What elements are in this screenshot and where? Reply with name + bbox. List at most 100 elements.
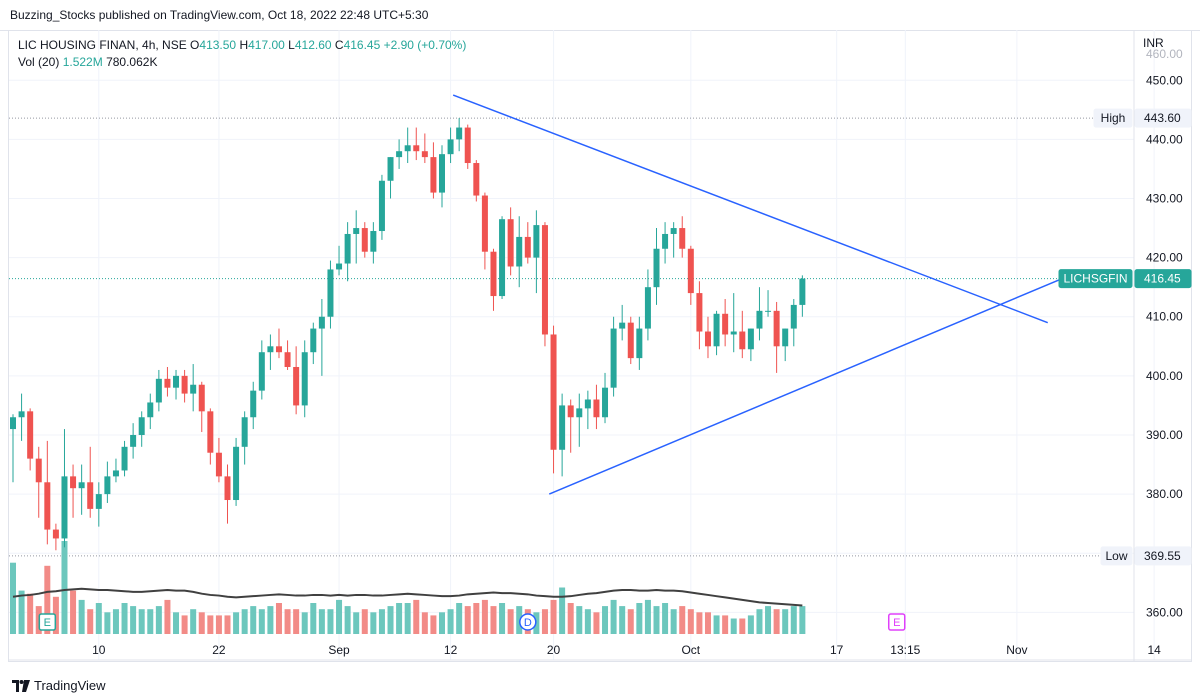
volume-bar	[215, 615, 222, 634]
volume-bar	[318, 609, 325, 634]
symbol-name: LIC HOUSING FINAN, 4h, NSE	[18, 38, 187, 52]
candle-body	[696, 293, 703, 332]
x-tick-label: 13:15	[890, 643, 920, 657]
x-tick-label: 20	[547, 643, 561, 657]
candle-body	[10, 417, 16, 430]
candle-body	[782, 328, 789, 347]
volume-bar	[687, 609, 694, 634]
candle-body	[267, 346, 274, 353]
symbol-legend: LIC HOUSING FINAN, 4h, NSE O413.50 H417.…	[18, 37, 466, 71]
candle-body	[173, 375, 180, 388]
volume-bar	[670, 609, 677, 634]
candle-body	[481, 195, 488, 252]
last-price-label-value-box	[1134, 269, 1192, 289]
candle-body	[396, 151, 403, 158]
currency-label: INR	[1143, 36, 1164, 50]
volume-bar	[481, 599, 488, 634]
candle-body	[644, 287, 651, 329]
candle-body	[275, 346, 282, 353]
candle-body	[541, 225, 548, 335]
candle-body	[756, 310, 763, 329]
volume-bar	[773, 609, 780, 634]
event-marker: D	[519, 613, 537, 631]
candle-body	[241, 417, 248, 447]
volume-bar	[250, 606, 257, 634]
event-marker-label: D	[524, 617, 532, 629]
volume-bar	[576, 606, 583, 634]
candle-body	[653, 248, 660, 288]
candle-body	[507, 219, 514, 267]
y-tick-label: 460.00	[1146, 47, 1183, 61]
low-label-tag	[1100, 546, 1133, 566]
candle-body	[344, 233, 351, 264]
volume-bar	[387, 606, 394, 634]
volume-bar	[198, 612, 205, 634]
candle-body	[70, 476, 77, 489]
candle-body	[378, 180, 385, 232]
volume-ma-value: 780.062K	[106, 55, 158, 69]
volume-bar	[782, 609, 789, 634]
candle-body	[95, 494, 102, 509]
volume-row: Vol (20) 1.522M 780.062K	[18, 54, 466, 71]
trendlines	[452, 94, 1078, 495]
candle-body	[584, 399, 591, 409]
volume-bar	[790, 606, 797, 634]
volume-bar	[130, 606, 137, 634]
y-tick-label: 450.00	[1146, 73, 1183, 87]
volume-bar	[644, 599, 651, 634]
y-tick-label: 410.00	[1146, 310, 1183, 324]
chart-frame	[8, 30, 1192, 662]
candle-body	[190, 384, 197, 394]
volume-bar	[456, 603, 463, 634]
y-tick-label: 380.00	[1146, 487, 1183, 501]
candle-body	[619, 322, 626, 329]
candle-body	[765, 310, 772, 312]
x-tick-label: 10	[92, 643, 106, 657]
footer: TradingView	[0, 668, 1200, 699]
candle-body	[52, 529, 59, 539]
price-labels: High 443.60 Low 369.55 LICHSGFIN 416.45	[1058, 108, 1192, 566]
volume-bar	[87, 609, 94, 634]
event-marker: E	[38, 613, 57, 631]
candle-body	[473, 163, 480, 196]
high-label-tag	[1093, 108, 1133, 128]
volume-ma	[12, 587, 803, 607]
candle-body	[790, 304, 797, 329]
candle-body	[799, 278, 806, 305]
volume-bar	[447, 609, 454, 634]
candle-body	[713, 313, 720, 347]
candle-body	[44, 482, 51, 530]
earnings-marker-icon	[887, 613, 906, 631]
volume-bar	[293, 609, 300, 634]
volume-bar	[267, 606, 274, 634]
volume-bar	[421, 612, 428, 634]
candle-body	[636, 328, 643, 359]
open-value: 413.50	[199, 38, 237, 52]
volume-bar	[233, 612, 240, 634]
high-label-value: 443.60	[1144, 111, 1181, 125]
y-tick-label: 390.00	[1146, 428, 1183, 442]
volume-bar	[138, 609, 145, 634]
earnings-marker-icon	[38, 613, 57, 631]
volume-bar	[550, 599, 557, 634]
volume-bar	[275, 603, 282, 634]
candle-body	[35, 458, 42, 483]
candle-body	[679, 228, 686, 249]
volume-bar	[516, 606, 523, 634]
volume-bar	[104, 612, 111, 634]
candle-body	[687, 248, 694, 294]
x-tick-label: 22	[212, 643, 226, 657]
volume-bar	[181, 615, 188, 634]
volume-bar	[713, 615, 720, 634]
volume-bar	[679, 606, 686, 634]
candle-body	[430, 157, 437, 193]
event-marker: E	[887, 613, 906, 631]
candle-body	[258, 352, 265, 391]
candle-body	[722, 313, 729, 335]
candle-body	[27, 411, 34, 459]
brand-name: TradingView	[34, 678, 106, 693]
candle-body	[147, 402, 154, 418]
ohlc-row: LIC HOUSING FINAN, 4h, NSE O413.50 H417.…	[18, 37, 466, 54]
